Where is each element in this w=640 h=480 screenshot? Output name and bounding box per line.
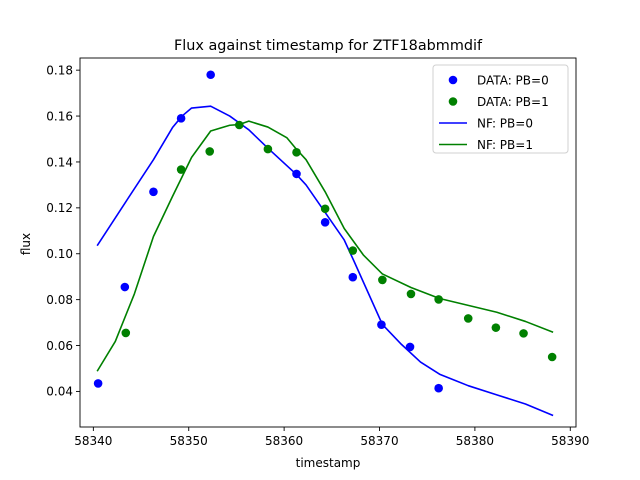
chart-title: Flux against timestamp for ZTF18abmmdif (174, 38, 483, 54)
axes: 58340 58350 58360 58370 58380 58390 0.04 0.06 0.… (46, 57, 589, 448)
data-point-0-1 (120, 282, 130, 292)
data-point-1-1 (176, 165, 186, 174)
x-tick-label-2: 58360 (265, 434, 303, 448)
legend-marker-1 (448, 97, 458, 106)
data-point-1-2 (205, 147, 215, 156)
data-point-1-13 (519, 329, 528, 338)
data-point-1-5 (292, 148, 301, 157)
axes-frame (79, 57, 577, 428)
legend: DATA: PB=0 DATA: PB=1 NF: PB=0 NF: PB=1 (432, 64, 569, 154)
x-tick-label-4: 58380 (456, 434, 494, 448)
legend-label-2: NF: PB=0 (477, 116, 533, 130)
x-tick-label-3: 58370 (360, 434, 398, 448)
y-tick-label-4: 0.12 (46, 201, 73, 215)
data-point-0-8 (377, 320, 386, 329)
data-point-1-12 (491, 323, 501, 332)
plot-area (93, 70, 557, 417)
data-point-0-5 (292, 169, 301, 179)
data-point-0-4 (206, 70, 215, 80)
x-tick-label-5: 58390 (551, 434, 589, 448)
y-tick-label-1: 0.06 (46, 339, 73, 353)
data-point-0-10 (434, 383, 443, 393)
y-axis-label: flux (19, 233, 33, 255)
data-point-1-7 (348, 246, 358, 255)
legend-label-3: NF: PB=1 (477, 138, 533, 152)
y-tick-label-6: 0.16 (46, 109, 73, 123)
x-axis-label: timestamp (296, 456, 361, 470)
y-tick-label-0: 0.04 (46, 385, 73, 399)
data-point-0-9 (405, 342, 415, 352)
data-point-1-3 (234, 120, 244, 130)
data-point-0-3 (176, 114, 186, 123)
data-point-1-8 (378, 275, 387, 285)
legend-box (432, 64, 569, 154)
data-point-1-4 (263, 144, 273, 154)
y-tick-label-2: 0.08 (46, 293, 73, 307)
data-point-0-7 (348, 272, 358, 282)
data-point-0-6 (320, 218, 330, 227)
legend-label-1: DATA: PB=1 (477, 95, 549, 109)
data-point-1-6 (320, 204, 330, 214)
y-tick-label-5: 0.14 (46, 155, 73, 169)
data-point-1-9 (406, 289, 416, 299)
y-tick-label-7: 0.18 (46, 63, 73, 77)
legend-marker-0 (448, 75, 458, 85)
data-point-1-14 (547, 352, 557, 362)
x-tick-label-0: 58340 (74, 434, 112, 448)
legend-label-0: DATA: PB=0 (477, 73, 549, 87)
data-point-0-2 (149, 187, 158, 197)
data-point-1-11 (463, 314, 473, 323)
series-line-3 (96, 120, 554, 372)
y-tick-label-3: 0.10 (46, 247, 73, 261)
data-point-1-0 (121, 328, 131, 338)
data-point-0-0 (93, 379, 103, 388)
data-point-1-10 (434, 295, 443, 304)
x-tick-label-1: 58350 (170, 434, 208, 448)
